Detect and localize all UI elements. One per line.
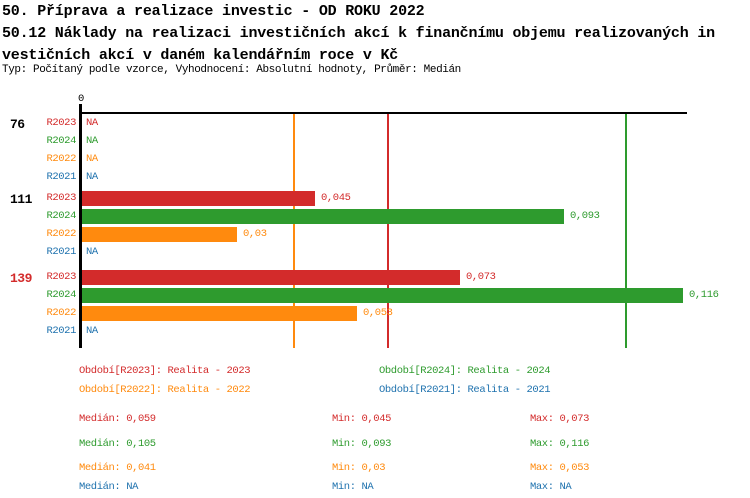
y-axis-line xyxy=(79,104,82,348)
row-label-R2023: R2023 xyxy=(46,117,76,129)
legend-item-R2024: Období[R2024]: Realita - 2024 xyxy=(379,365,551,377)
bar-value-label-139-R2024: 0,116 xyxy=(689,289,719,301)
bar-value-label-139-R2022: 0,053 xyxy=(363,307,393,319)
stat-min-R2022: Min: 0,03 xyxy=(332,462,386,474)
stat-min-R2021: Min: NA xyxy=(332,481,374,493)
legend-item-R2022: Období[R2022]: Realita - 2022 xyxy=(79,384,251,396)
stat-max-R2022: Max: 0,053 xyxy=(530,462,590,474)
stat-max-R2024: Max: 0,116 xyxy=(530,438,590,450)
row-label-R2023: R2023 xyxy=(46,271,76,283)
stat-min-R2023: Min: 0,045 xyxy=(332,413,392,425)
na-label-139-R2021: NA xyxy=(86,325,98,337)
na-label-76-R2024: NA xyxy=(86,135,98,147)
bar-139-R2024 xyxy=(82,288,683,303)
row-label-R2021: R2021 xyxy=(46,325,76,337)
row-label-R2024: R2024 xyxy=(46,135,76,147)
bar-value-label-139-R2023: 0,073 xyxy=(466,271,496,283)
group-label-111: 111 xyxy=(10,192,32,207)
na-label-76-R2022: NA xyxy=(86,153,98,165)
legend-item-R2021: Období[R2021]: Realita - 2021 xyxy=(379,384,551,396)
row-label-R2022: R2022 xyxy=(46,307,76,319)
row-label-R2021: R2021 xyxy=(46,246,76,258)
legend-item-R2023: Období[R2023]: Realita - 2023 xyxy=(79,365,251,377)
median-line-R2023 xyxy=(387,112,389,348)
page-title-line1: 50. Příprava a realizace investic - OD R… xyxy=(2,3,425,20)
row-label-R2023: R2023 xyxy=(46,192,76,204)
page-title-line3: vestičních akcí v daném kalendářním roce… xyxy=(2,47,399,64)
na-label-76-R2023: NA xyxy=(86,117,98,129)
x-axis-line xyxy=(79,112,687,114)
group-label-76: 76 xyxy=(10,117,25,132)
bar-value-label-111-R2024: 0,093 xyxy=(570,210,600,222)
row-label-R2021: R2021 xyxy=(46,171,76,183)
stat-median-R2021: Medián: NA xyxy=(79,481,139,493)
median-line-R2024 xyxy=(625,112,627,348)
row-label-R2022: R2022 xyxy=(46,228,76,240)
row-label-R2024: R2024 xyxy=(46,289,76,301)
page-title-line2: 50.12 Náklady na realizaci investičních … xyxy=(2,25,715,42)
bar-111-R2023 xyxy=(82,191,315,206)
stat-max-R2023: Max: 0,073 xyxy=(530,413,590,425)
row-label-R2022: R2022 xyxy=(46,153,76,165)
zero-tick-label: 0 xyxy=(78,93,84,105)
row-label-R2024: R2024 xyxy=(46,210,76,222)
median-line-R2022 xyxy=(293,112,295,348)
na-label-76-R2021: NA xyxy=(86,171,98,183)
na-label-111-R2021: NA xyxy=(86,246,98,258)
stat-max-R2021: Max: NA xyxy=(530,481,572,493)
bar-111-R2024 xyxy=(82,209,564,224)
bar-139-R2022 xyxy=(82,306,357,321)
bar-139-R2023 xyxy=(82,270,460,285)
stat-median-R2023: Medián: 0,059 xyxy=(79,413,156,425)
bar-111-R2022 xyxy=(82,227,237,242)
stat-median-R2024: Medián: 0,105 xyxy=(79,438,156,450)
group-label-139: 139 xyxy=(10,271,32,286)
stat-median-R2022: Medián: 0,041 xyxy=(79,462,156,474)
chart-meta-line: Typ: Počítaný podle vzorce, Vyhodnocení:… xyxy=(2,64,461,76)
bar-value-label-111-R2023: 0,045 xyxy=(321,192,351,204)
bar-value-label-111-R2022: 0,03 xyxy=(243,228,267,240)
stat-min-R2024: Min: 0,093 xyxy=(332,438,392,450)
